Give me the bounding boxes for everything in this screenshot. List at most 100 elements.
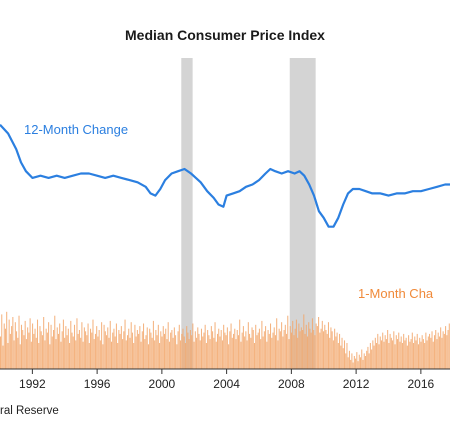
monthly-change-bar: [348, 350, 350, 369]
monthly-change-bar: [341, 337, 343, 369]
monthly-change-bar: [213, 337, 215, 369]
monthly-change-bar: [427, 336, 429, 369]
monthly-change-bar: [43, 317, 45, 369]
monthly-change-bar: [214, 322, 216, 369]
monthly-change-bar: [51, 336, 53, 369]
monthly-change-bar: [260, 339, 262, 369]
monthly-change-bar: [186, 326, 188, 369]
monthly-change-bar: [297, 337, 299, 369]
monthly-change-bar: [207, 330, 209, 369]
monthly-change-bar: [106, 335, 108, 369]
monthly-change-bar: [223, 324, 225, 369]
monthly-change-bar: [2, 345, 4, 369]
monthly-change-bar: [396, 339, 399, 369]
recession-band-2: [289, 58, 316, 369]
monthly-change-bar: [197, 327, 199, 369]
monthly-change-bar: [97, 336, 99, 369]
monthly-change-bar: [161, 336, 163, 369]
monthly-change-bar: [268, 333, 270, 369]
monthly-change-bar: [133, 343, 135, 369]
monthly-change-bar: [247, 322, 249, 369]
monthly-change-bar: [178, 324, 180, 369]
monthly-change-bar: [273, 327, 275, 369]
monthly-change-bar: [194, 331, 196, 369]
monthly-change-bar: [430, 337, 432, 369]
monthly-change-bar: [182, 328, 184, 369]
monthly-change-bar: [87, 323, 89, 369]
monthly-change-bar: [41, 335, 43, 369]
monthly-change-bar: [415, 340, 417, 369]
monthly-change-bar: [20, 324, 23, 369]
monthly-change-bar: [221, 340, 223, 369]
monthly-change-bar: [447, 330, 449, 369]
monthly-change-bar: [204, 324, 206, 369]
monthly-change-bar: [40, 331, 42, 369]
monthly-change-bar: [274, 335, 276, 369]
monthly-change-bar: [11, 326, 13, 369]
monthly-change-bar: [71, 332, 73, 369]
monthly-change-bar: [279, 331, 281, 369]
monthly-change-bar: [278, 328, 280, 369]
monthly-change-bar: [360, 357, 362, 369]
monthly-change-bar: [350, 359, 352, 369]
monthly-change-bar: [6, 311, 8, 369]
monthly-change-bar: [81, 322, 83, 369]
monthly-change-bar: [167, 322, 169, 369]
monthly-change-bar: [353, 356, 355, 369]
monthly-change-bar: [82, 341, 84, 369]
monthly-change-bar: [62, 319, 64, 369]
monthly-change-bar: [346, 343, 348, 369]
monthly-change-bar: [120, 326, 122, 369]
monthly-change-bar: [65, 326, 67, 369]
monthly-change-bar: [32, 323, 34, 369]
monthly-change-bar: [332, 340, 334, 369]
monthly-change-bar: [92, 319, 94, 369]
monthly-change-bar: [421, 335, 423, 369]
monthly-change-bar: [261, 320, 263, 369]
monthly-change-bar: [112, 332, 114, 369]
monthly-change-bar: [108, 337, 110, 369]
monthly-change-bar: [374, 337, 376, 369]
monthly-change-bar: [70, 320, 72, 369]
monthly-change-bar: [371, 349, 373, 369]
monthly-change-bar: [245, 331, 247, 369]
monthly-change-bar: [270, 323, 272, 369]
monthly-change-bar: [422, 339, 424, 369]
monthly-change-bar: [159, 343, 161, 369]
monthly-change-bar: [208, 335, 210, 369]
monthly-change-bar: [228, 344, 230, 369]
monthly-change-bar: [115, 323, 117, 369]
monthly-change-bar: [129, 337, 131, 369]
monthly-change-bar: [110, 341, 113, 369]
monthly-change-bar: [446, 335, 448, 369]
monthly-change-bar: [156, 335, 158, 369]
monthly-change-bar: [438, 336, 440, 369]
monthly-change-bar: [48, 322, 50, 369]
monthly-change-bar: [437, 332, 439, 369]
monthly-change-bar: [413, 343, 415, 369]
monthly-change-bar: [390, 337, 392, 369]
monthly-change-bar: [253, 343, 256, 369]
monthly-change-bar: [293, 335, 295, 369]
monthly-change-bar: [102, 344, 104, 369]
monthly-change-bar: [319, 332, 321, 369]
monthly-change-bar: [146, 327, 148, 369]
monthly-change-bar: [124, 319, 126, 369]
monthly-change-bar: [399, 341, 401, 369]
monthly-change-bar: [299, 331, 301, 369]
monthly-change-bar: [117, 343, 119, 369]
monthly-change-bar: [409, 341, 411, 369]
monthly-change-bar: [398, 332, 400, 369]
monthly-change-bar: [96, 326, 98, 369]
monthly-change-bar: [255, 324, 257, 369]
monthly-change-bar: [91, 332, 93, 369]
monthly-change-bar: [298, 323, 300, 369]
monthly-change-bar: [367, 346, 369, 369]
monthly-change-bar: [388, 343, 390, 369]
monthly-change-bar: [435, 330, 437, 369]
monthly-change-bar: [130, 322, 132, 369]
monthly-change-bar: [369, 343, 371, 369]
monthly-change-bar: [393, 331, 395, 369]
monthly-change-bar: [262, 336, 264, 369]
monthly-change-bar: [325, 330, 327, 369]
